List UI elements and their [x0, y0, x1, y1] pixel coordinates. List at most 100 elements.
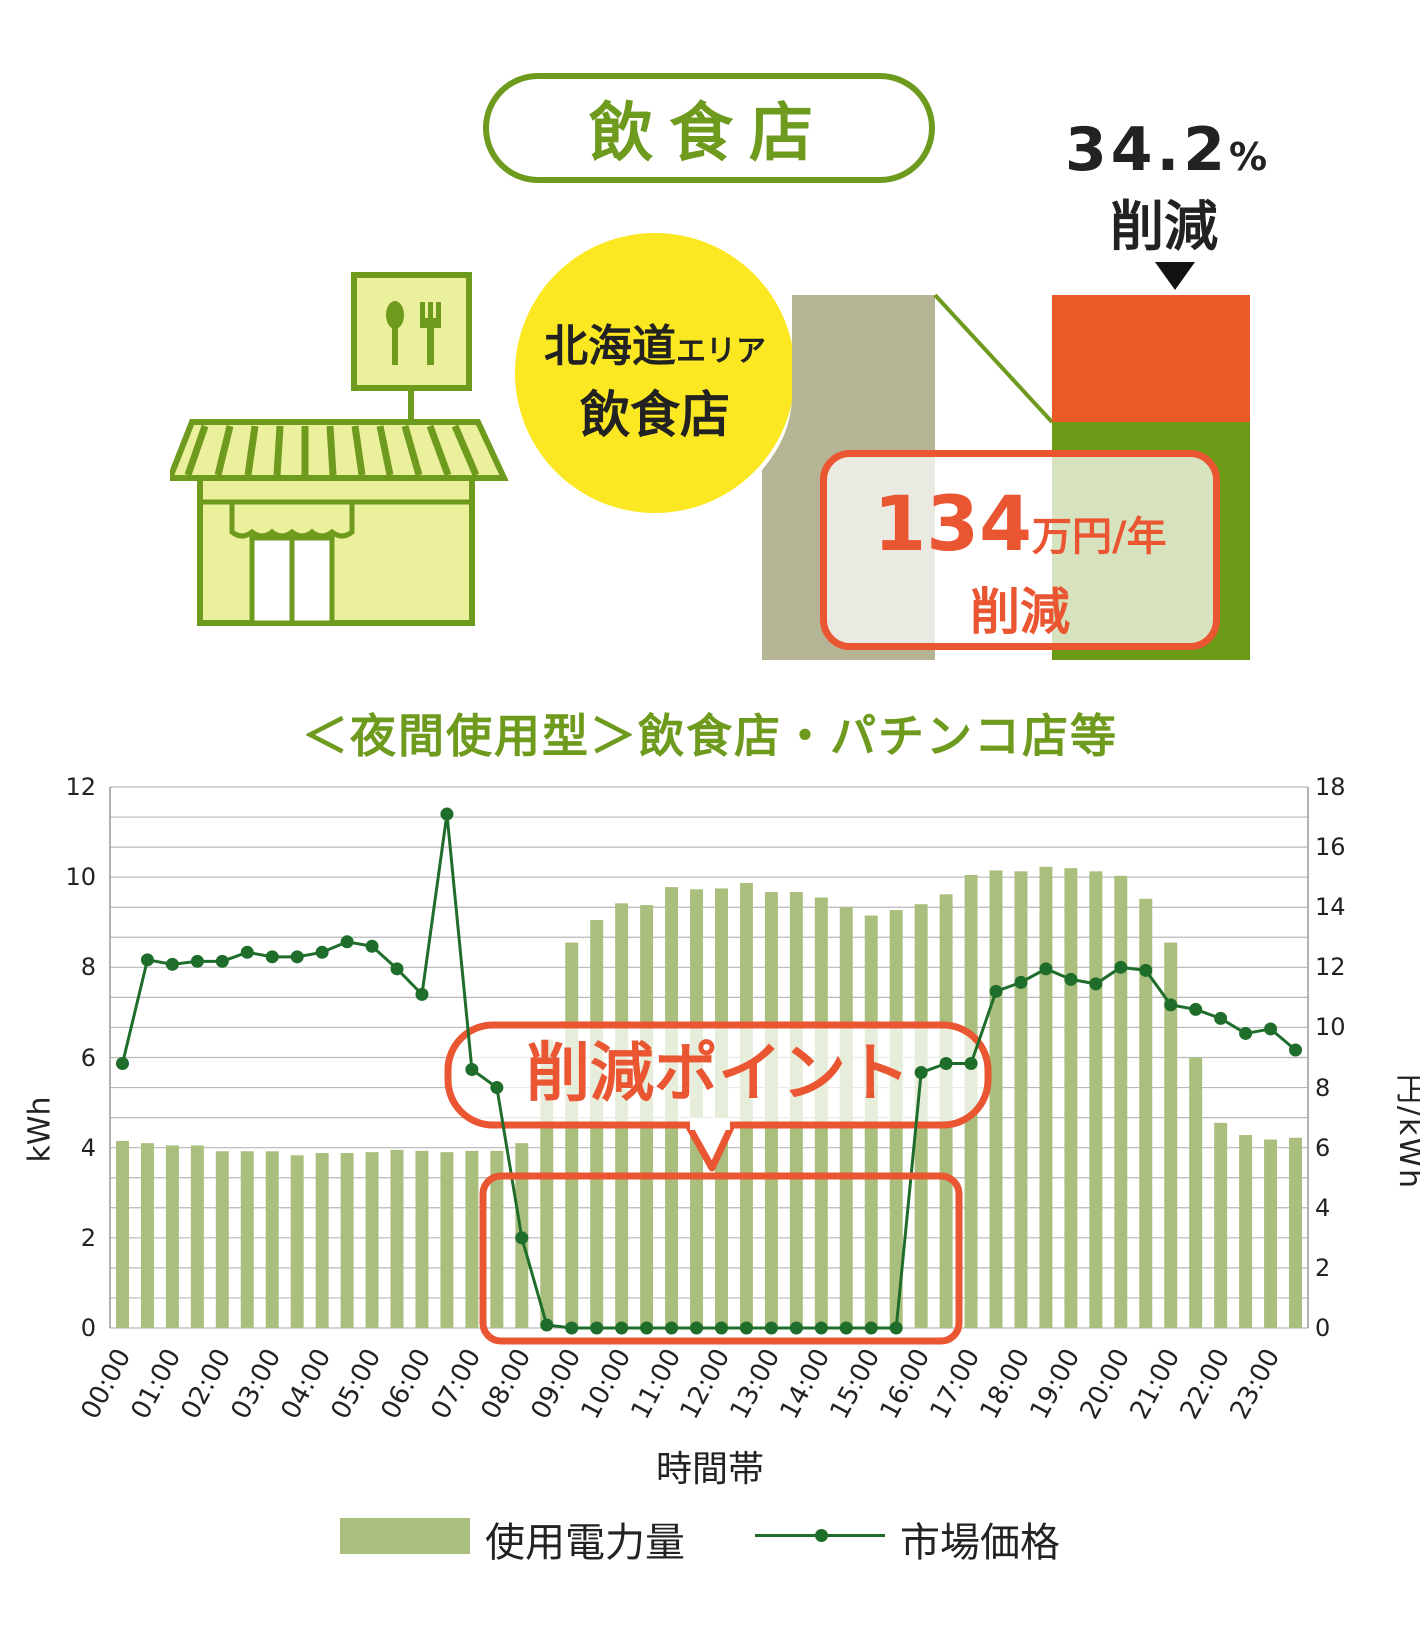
price-point	[989, 984, 1003, 998]
usage-bar	[1264, 1139, 1278, 1328]
usage-bar	[265, 1151, 279, 1328]
price-point	[640, 1321, 654, 1335]
price-point	[1289, 1043, 1303, 1057]
price-point	[814, 1321, 828, 1335]
usage-bar	[1289, 1137, 1303, 1328]
usage-bar	[465, 1150, 479, 1328]
chart-subtitle: ＜夜間使用型＞飲食店・パチンコ店等	[302, 709, 1118, 763]
y-tick-right: 2	[1315, 1253, 1331, 1282]
price-point	[964, 1057, 978, 1071]
price-point	[1264, 1022, 1278, 1036]
price-point	[415, 987, 429, 1001]
usage-bar	[440, 1152, 454, 1328]
price-point	[515, 1231, 529, 1245]
y-tick-right: 8	[1315, 1073, 1331, 1102]
price-point	[465, 1063, 479, 1077]
price-point	[1064, 972, 1078, 986]
price-point	[864, 1321, 878, 1335]
y-tick-right: 18	[1315, 773, 1346, 801]
price-point	[690, 1321, 704, 1335]
usage-bar	[115, 1140, 129, 1328]
usage-bar	[140, 1143, 154, 1328]
callout-label: 削減ポイント	[526, 1037, 910, 1111]
usage-bar	[1039, 866, 1053, 1328]
price-point	[1214, 1011, 1228, 1025]
reduction-percent-label: 削減	[1110, 195, 1218, 258]
price-point	[115, 1057, 129, 1071]
price-point	[315, 945, 329, 959]
price-point	[939, 1057, 953, 1071]
price-point	[1039, 962, 1053, 976]
y-tick-right: 14	[1315, 893, 1346, 922]
y-tick-right: 10	[1315, 1013, 1346, 1042]
callout-bubble-fill	[690, 1118, 730, 1130]
usage-bar	[1239, 1135, 1253, 1328]
legend-line-marker	[815, 1529, 828, 1542]
usage-bar	[1139, 898, 1153, 1328]
usage-bar	[415, 1150, 429, 1328]
usage-bar	[1064, 868, 1078, 1328]
usage-bar	[190, 1145, 204, 1328]
y-tick-right: 16	[1315, 833, 1346, 862]
y-tick-left: 6	[80, 1043, 96, 1072]
usage-bar	[290, 1155, 304, 1328]
savings-label: 削減	[970, 583, 1070, 641]
usage-bar	[390, 1149, 404, 1328]
y-tick-right: 6	[1315, 1133, 1331, 1162]
price-point	[590, 1321, 604, 1335]
y-tick-left: 12	[65, 773, 96, 801]
reduced-cost-bar	[1052, 295, 1250, 422]
price-point	[1189, 1002, 1203, 1016]
price-point	[390, 962, 404, 976]
usage-bar	[240, 1151, 254, 1328]
usage-bar	[340, 1153, 354, 1328]
usage-bar	[1164, 942, 1178, 1328]
y-tick-left: 0	[80, 1314, 96, 1342]
area-badge-business: 飲食店	[580, 386, 730, 444]
price-point	[764, 1321, 778, 1335]
usage-bar	[365, 1152, 379, 1328]
legend-bar-swatch	[340, 1518, 470, 1554]
price-point	[440, 807, 454, 821]
usage-bar	[1214, 1122, 1228, 1328]
price-point	[839, 1321, 853, 1335]
price-point	[265, 950, 279, 964]
price-point	[914, 1066, 928, 1080]
usage-bar	[165, 1145, 179, 1328]
usage-bar	[315, 1153, 329, 1328]
price-point	[165, 957, 179, 971]
x-axis-label: 時間帯	[655, 1449, 764, 1490]
price-point	[490, 1081, 504, 1095]
reduction-percent: 34.2%	[1065, 115, 1272, 185]
price-point	[1164, 998, 1178, 1012]
legend-bar-label: 使用電力量	[485, 1520, 685, 1566]
price-point	[1089, 977, 1103, 991]
price-point	[1139, 963, 1153, 977]
usage-bar	[1014, 871, 1028, 1328]
y-tick-right: 0	[1315, 1314, 1331, 1342]
y-tick-right: 4	[1315, 1193, 1331, 1222]
savings-box: 134万円/年 削減	[820, 450, 1220, 650]
price-point	[739, 1321, 753, 1335]
price-point	[889, 1321, 903, 1335]
usage-bar	[1114, 875, 1128, 1328]
price-point	[665, 1321, 679, 1335]
area-badge	[515, 233, 795, 513]
usage-bar	[565, 942, 579, 1328]
price-point	[215, 954, 229, 968]
reduction-highlight-box	[479, 1172, 963, 1345]
price-point	[365, 939, 379, 953]
price-point	[1239, 1026, 1253, 1040]
price-point	[240, 945, 254, 959]
spoon-fork-icon	[386, 301, 441, 365]
savings-value: 134万円/年	[873, 479, 1167, 568]
y-tick-left: 2	[80, 1223, 96, 1252]
restaurant-store-icon	[170, 272, 509, 626]
category-title: 飲食店	[483, 73, 935, 183]
price-point	[290, 950, 304, 964]
area-badge-region: 北海道エリア	[544, 321, 766, 372]
price-point	[565, 1321, 579, 1335]
price-point	[340, 935, 354, 949]
price-point	[540, 1318, 554, 1332]
